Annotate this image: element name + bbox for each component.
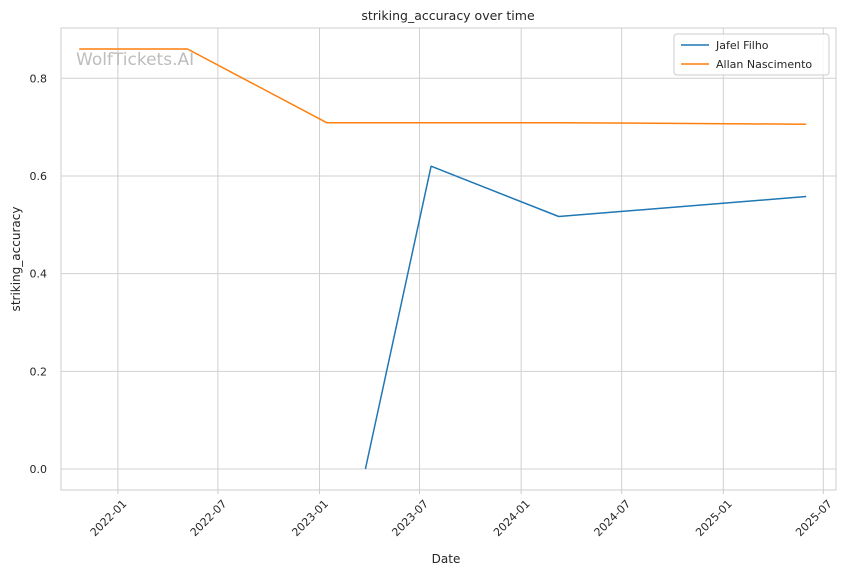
series-line-jafel-filho [364, 165, 807, 470]
watermark-text: WolfTickets.AI [76, 50, 194, 70]
grid-lines [61, 28, 836, 490]
series-line-allan-nascimento [79, 48, 807, 125]
y-axis-title: striking_accuracy [9, 207, 23, 312]
x-tick-label: 2024-07 [592, 497, 634, 539]
legend: Jafel Filho Allan Nascimento [673, 33, 830, 76]
x-tick-label: 2025-07 [793, 497, 835, 539]
x-axis-title: Date [432, 552, 461, 566]
y-tick-label: 0.0 [30, 463, 48, 476]
y-tick-label: 0.6 [30, 170, 48, 183]
x-tick-label: 2022-07 [188, 497, 230, 539]
x-tick-label: 2023-01 [289, 497, 331, 539]
y-tick-label: 0.8 [30, 72, 48, 85]
legend-box [673, 33, 830, 76]
series-lines [79, 48, 807, 470]
legend-label-allan-nascimento: Allan Nascimento [716, 58, 812, 71]
y-tick-labels: 0.0 0.2 0.4 0.6 0.8 [30, 72, 48, 476]
chart-title: striking_accuracy over time [361, 8, 535, 23]
x-tick-label: 2024-01 [491, 497, 533, 539]
y-tick-label: 0.4 [30, 268, 48, 281]
x-tick-label: 2022-01 [88, 497, 130, 539]
x-tick-label: 2023-07 [389, 497, 431, 539]
x-tick-label: 2025-01 [693, 497, 735, 539]
plot-frame [60, 27, 837, 491]
x-tick-labels: 2022-01 2022-07 2023-01 2023-07 2024-01 2024-… [88, 490, 835, 539]
legend-label-jafel-filho: Jafel Filho [715, 39, 769, 52]
y-tick-label: 0.2 [30, 365, 48, 378]
